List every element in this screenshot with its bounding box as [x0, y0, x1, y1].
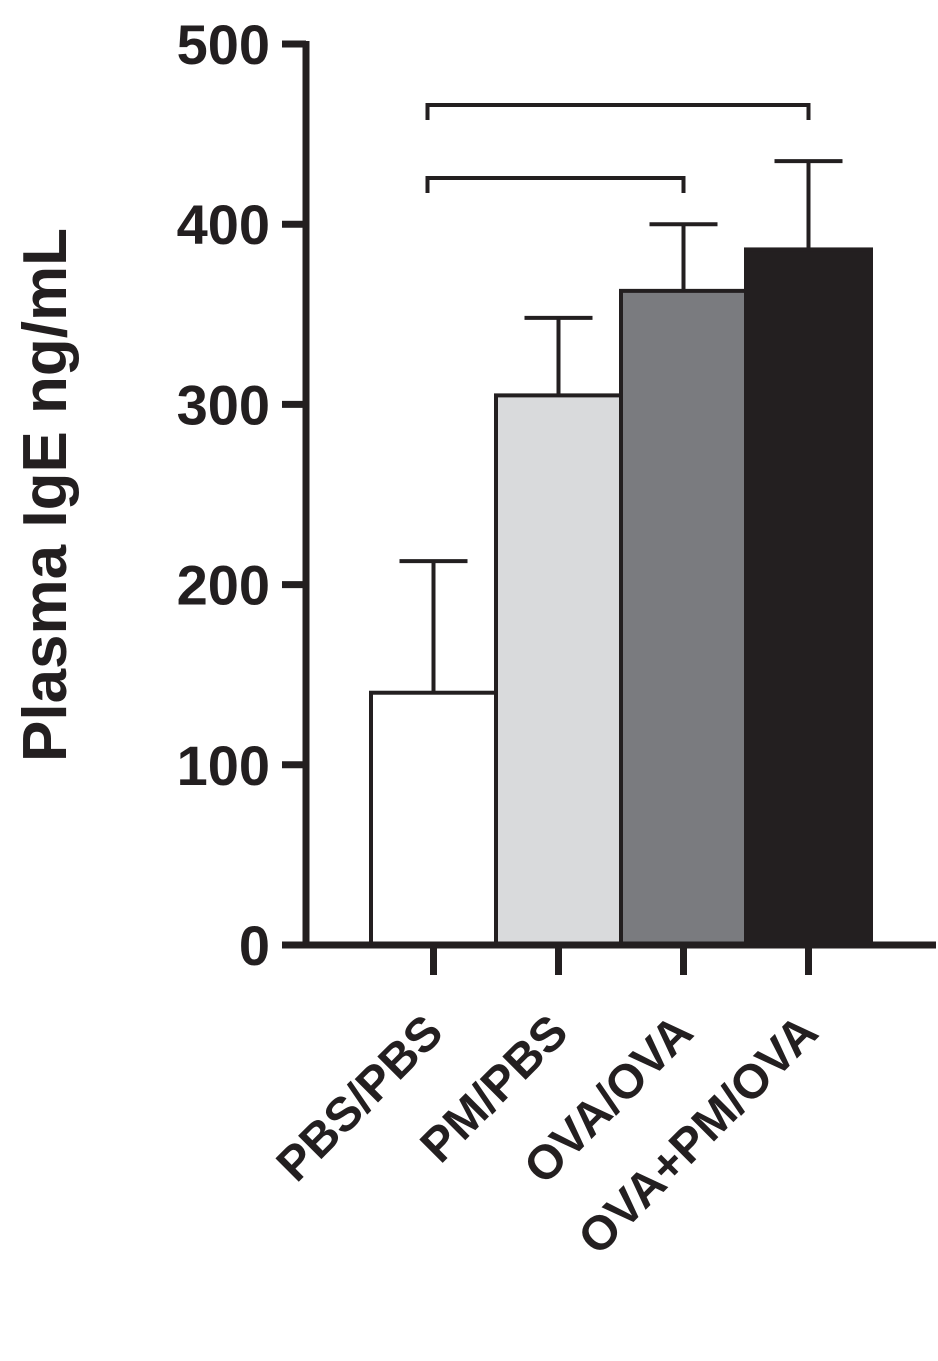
y-tick-label-500: 500 — [177, 13, 270, 76]
y-tick-label-300: 300 — [177, 373, 270, 436]
category-label-pbs-pbs: PBS/PBS — [267, 1005, 453, 1191]
y-axis-title: Plasma IgE ng/mL — [11, 228, 80, 762]
error-bars — [399, 159, 843, 693]
bar-ova-ova — [619, 288, 748, 947]
significance-brackets — [425, 103, 811, 193]
y-tick-label-200: 200 — [177, 554, 270, 617]
y-tick-label-400: 400 — [177, 193, 270, 256]
significance-bracket-1 — [425, 103, 811, 120]
y-tick-label-0: 0 — [239, 914, 270, 977]
bar-pm-pbs — [494, 393, 623, 947]
significance-bracket-0 — [425, 176, 686, 193]
bars — [369, 247, 873, 948]
x-axis-ticks — [430, 945, 812, 975]
bar-ova-pm-ova — [744, 247, 873, 948]
bar-pbs-pbs — [369, 690, 498, 947]
y-tick-label-100: 100 — [177, 734, 270, 797]
y-axis-ticks: 0 100 200 300 400 500 — [177, 13, 306, 977]
